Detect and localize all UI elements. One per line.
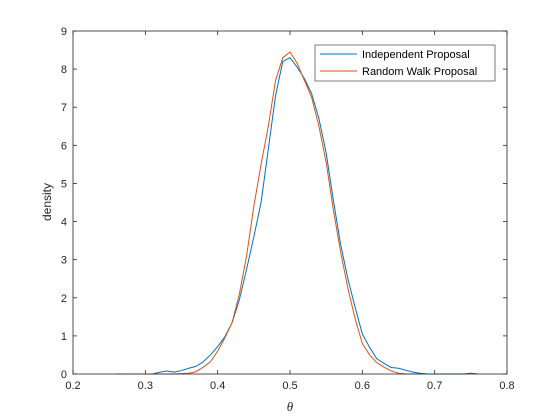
y-tick-label: 9	[61, 26, 67, 38]
series-line-random-walk-proposal	[116, 51, 421, 375]
y-tick-label: 0	[61, 369, 67, 381]
x-axis-label: θ	[287, 399, 294, 414]
y-tick-label: 3	[61, 255, 67, 267]
x-tick-label: 0.4	[210, 380, 225, 392]
legend-label-independent-proposal: Independent Proposal	[362, 49, 470, 61]
legend-label-random-walk-proposal: Random Walk Proposal	[362, 66, 477, 78]
legend-box	[314, 44, 496, 82]
series-lines	[116, 51, 479, 375]
series-line-independent-proposal	[152, 57, 479, 375]
y-tick-label: 7	[61, 102, 67, 114]
y-tick-label: 2	[61, 293, 67, 305]
y-tick-label: 1	[61, 331, 67, 343]
x-tick-label: 0.6	[355, 380, 370, 392]
x-tick-label: 0.5	[282, 380, 297, 392]
plot-area	[73, 31, 507, 374]
y-tick-label: 6	[61, 140, 67, 152]
y-tick-label: 4	[61, 217, 67, 229]
x-tick-label: 0.8	[499, 380, 514, 392]
legend: Independent Proposal Random Walk Proposa…	[314, 44, 496, 82]
y-axis-label: density	[40, 183, 54, 221]
x-tick-label: 0.7	[427, 380, 442, 392]
x-tick-label: 0.2	[65, 380, 80, 392]
x-tick-label: 0.3	[138, 380, 153, 392]
axis-ticks: 0.2 0.3 0.4 0.5 0.6 0.7 0.8 0 1 2 3 4 5 6 7 8 9	[61, 26, 515, 392]
y-tick-label: 5	[61, 178, 67, 190]
y-tick-label: 8	[61, 64, 67, 76]
